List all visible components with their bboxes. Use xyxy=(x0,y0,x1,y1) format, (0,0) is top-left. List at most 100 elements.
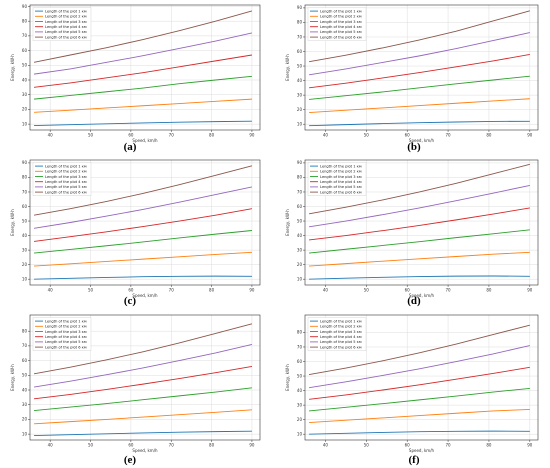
y-tick-label: 80 xyxy=(297,175,303,180)
x-axis-title: Speed, km/h xyxy=(132,138,158,143)
y-axis-title: Energy, kW·h xyxy=(285,209,290,236)
y-tick-label: 60 xyxy=(22,358,28,363)
y-tick-label: 70 xyxy=(297,344,303,349)
series-line-1 xyxy=(34,275,252,280)
x-tick-label: 50 xyxy=(364,288,370,293)
y-axis-title: Energy, kW·h xyxy=(10,209,15,236)
legend-entry: Length of the plot 5 км xyxy=(320,340,362,344)
x-tick-label: 50 xyxy=(364,133,370,138)
legend-entry: Length of the plot 1 км xyxy=(45,9,87,13)
series-line-6 xyxy=(309,10,530,63)
series-line-3 xyxy=(309,75,530,100)
series-line-1 xyxy=(34,430,252,437)
y-tick-label: 80 xyxy=(22,18,28,23)
series-line-6 xyxy=(309,324,530,376)
x-tick-label: 50 xyxy=(88,133,94,138)
y-tick-label: 80 xyxy=(297,330,303,335)
y-tick-label: 90 xyxy=(22,160,28,165)
legend-entry: Length of the plot 3 км xyxy=(320,20,362,24)
series-line-4 xyxy=(309,366,530,400)
legend-entry: Length of the plot 5 км xyxy=(45,185,87,189)
legend-entry: Length of the plot 5 км xyxy=(45,30,87,34)
series-line-3 xyxy=(33,230,252,254)
series-line-4 xyxy=(33,366,253,400)
series-line-2 xyxy=(309,98,530,114)
y-tick-label: 60 xyxy=(297,204,303,209)
series-line-4 xyxy=(33,54,253,88)
legend-entry: Length of the plot 4 км xyxy=(320,25,362,29)
legend-entry: Length of the plot 4 км xyxy=(45,25,87,29)
x-tick-label: 90 xyxy=(527,443,533,448)
series-line-2 xyxy=(34,251,252,267)
x-tick-label: 40 xyxy=(323,443,329,448)
series-line-6 xyxy=(33,165,253,216)
legend-entry: Length of the plot 1 км xyxy=(320,9,362,13)
y-tick-label: 60 xyxy=(22,204,28,209)
legend-entry: Length of the plot 4 км xyxy=(45,335,87,339)
y-tick-label: 50 xyxy=(297,218,303,223)
y-tick-label: 10 xyxy=(22,431,28,436)
series-line-5 xyxy=(309,345,530,389)
series-line-4 xyxy=(309,53,530,89)
legend-entry: Length of the plot 5 км xyxy=(320,30,362,34)
chart-panel-6: 40 50 60 70 80 90 10 20 30 40 50 60 70 80 Length of th… xyxy=(285,314,539,466)
legend-entry: Length of the plot 6 км xyxy=(45,190,87,194)
x-axis-title: Speed, km/h xyxy=(132,448,158,453)
legend-box xyxy=(32,162,92,196)
series-line-2 xyxy=(34,409,252,425)
legend-entry: Length of the plot 5 км xyxy=(320,185,362,189)
chart-panel-5: 40 50 60 70 80 90 10 20 30 40 50 60 70 80 Length of th… xyxy=(10,314,261,466)
series-line-1 xyxy=(309,430,530,435)
x-tick-label: 70 xyxy=(446,133,452,138)
y-tick-label: 60 xyxy=(297,359,303,364)
x-tick-label: 70 xyxy=(446,443,452,448)
legend-entry: Length of the plot 3 км xyxy=(45,20,87,24)
y-tick-label: 10 xyxy=(22,276,28,281)
y-tick-label: 50 xyxy=(297,373,303,378)
x-tick-label: 90 xyxy=(249,133,255,138)
legend-box xyxy=(32,317,92,351)
series-line-4 xyxy=(33,208,253,242)
plot-frame xyxy=(29,314,261,441)
series-line-5 xyxy=(33,343,253,388)
y-tick-label: 20 xyxy=(22,107,28,112)
y-tick-label: 70 xyxy=(22,189,28,194)
legend-box xyxy=(307,317,367,351)
plot-frame xyxy=(304,4,539,131)
panel-label: (d) xyxy=(407,295,421,307)
y-tick-label: 30 xyxy=(22,402,28,407)
y-tick-label: 80 xyxy=(22,328,28,333)
x-tick-label: 90 xyxy=(249,288,255,293)
legend-entry: Length of the plot 6 км xyxy=(45,35,87,39)
y-axis-title: Energy, kW·h xyxy=(10,364,15,391)
series-line-1 xyxy=(309,275,530,280)
legend-entry: Length of the plot 3 км xyxy=(320,175,362,179)
x-tick-label: 80 xyxy=(486,288,492,293)
series-line-5 xyxy=(309,32,530,76)
series-line-3 xyxy=(309,229,530,254)
x-axis-title: Speed, km/h xyxy=(132,293,158,298)
x-tick-label: 70 xyxy=(169,133,175,138)
legend-box xyxy=(32,7,92,41)
series-line-5 xyxy=(33,32,253,75)
y-tick-label: 10 xyxy=(297,276,303,281)
x-tick-label: 90 xyxy=(527,288,533,293)
x-tick-label: 40 xyxy=(323,133,329,138)
y-tick-label: 10 xyxy=(297,121,303,126)
x-tick-label: 80 xyxy=(209,288,215,293)
panel-label: (b) xyxy=(407,141,421,153)
x-tick-label: 80 xyxy=(209,443,215,448)
plot-frame xyxy=(304,159,539,286)
legend-entry: Length of the plot 2 км xyxy=(45,170,87,174)
x-tick-label: 80 xyxy=(209,133,215,138)
y-tick-label: 30 xyxy=(297,402,303,407)
chart-panel-2: 40 50 60 70 80 90 10 20 30 40 50 60 70 80 90 Length of … xyxy=(285,4,539,153)
y-tick-label: 40 xyxy=(22,77,28,82)
y-tick-label: 20 xyxy=(22,262,28,267)
plot-frame xyxy=(29,4,261,131)
legend-entry: Length of the plot 4 км xyxy=(320,180,362,184)
panel-label: (f) xyxy=(409,454,420,466)
legend-entry: Length of the plot 2 км xyxy=(320,15,362,19)
legend-entry: Length of the plot 3 км xyxy=(320,330,362,334)
